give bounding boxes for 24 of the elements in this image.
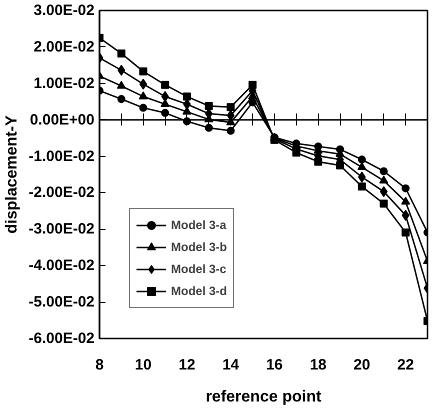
x-tick-label: 14: [222, 356, 240, 374]
x-tick-label: 8: [95, 356, 104, 374]
x-tick-label: 20: [354, 356, 370, 374]
y-tick-label: -5.00E-02: [28, 294, 94, 311]
legend-label: Model 3-c: [171, 262, 226, 276]
x-tick-label: 22: [397, 356, 414, 374]
y-tick-label: -3.00E-02: [28, 220, 94, 238]
y-tick-label: -2.00E-02: [28, 184, 94, 202]
y-tick-label: 0.00E+00: [30, 111, 95, 128]
y-tick-label: 3.00E-02: [34, 2, 95, 19]
x-tick-label: 10: [134, 356, 152, 374]
x-tick-label: 18: [310, 356, 327, 374]
y-tick-label: 1.00E-02: [34, 74, 95, 92]
x-axis-title: reference point: [206, 388, 322, 406]
y-tick-label: -1.00E-02: [28, 148, 94, 165]
legend-label: Model 3-a: [171, 218, 226, 232]
y-axis-title: displacement-Y: [4, 115, 21, 234]
legend-label: Model 3-b: [171, 240, 227, 254]
legend-label: Model 3-d: [171, 284, 227, 298]
y-tick-label: 2.00E-02: [34, 38, 95, 56]
x-tick-label: 16: [266, 356, 283, 374]
y-tick-label: -6.00E-02: [28, 330, 94, 347]
y-tick-label: -4.00E-02: [28, 257, 94, 274]
x-tick-label: 12: [178, 356, 196, 374]
